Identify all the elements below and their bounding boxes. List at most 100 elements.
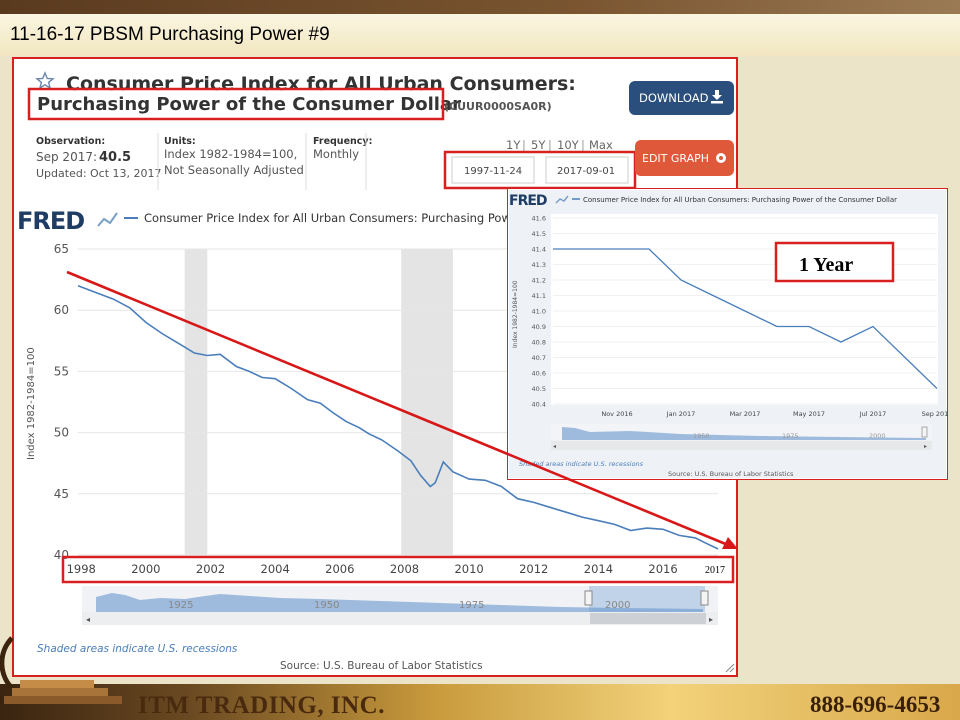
emblem-bar bbox=[20, 680, 94, 688]
series-id: (CUUR0000SA0R) bbox=[444, 100, 552, 113]
one-year-callout-box bbox=[774, 241, 895, 283]
download-icon bbox=[711, 90, 723, 104]
y-tick-label: 55 bbox=[54, 364, 69, 378]
x-tick-label: 2014 bbox=[584, 562, 613, 576]
range-separator: | bbox=[548, 138, 552, 152]
range-link-max[interactable]: Max bbox=[589, 138, 613, 152]
phone-number: 888-696-4653 bbox=[810, 692, 941, 717]
resize-grip-icon[interactable] bbox=[725, 663, 735, 673]
inset-navigator-handle[interactable] bbox=[921, 426, 928, 438]
inset-x-tick-label: Sep 2017 bbox=[922, 410, 948, 418]
inset-scroll-right-icon[interactable]: ▸ bbox=[924, 443, 927, 450]
inset-legend-label: Consumer Price Index for All Urban Consu… bbox=[583, 196, 897, 204]
inset-y-tick-label: 41.4 bbox=[532, 246, 546, 254]
navigator-handle-right[interactable] bbox=[700, 590, 709, 606]
fred-logo: FRED bbox=[17, 207, 84, 235]
y-axis-ticks: 40 45 50 55 60 65 bbox=[54, 242, 69, 562]
navigator-label: 2000 bbox=[605, 600, 630, 611]
scroll-left-icon[interactable]: ◂ bbox=[86, 615, 90, 624]
inset-navigator-label: 1975 bbox=[782, 432, 799, 440]
title-highlight-box bbox=[27, 87, 445, 121]
edit-graph-button[interactable] bbox=[635, 140, 734, 176]
inset-y-tick-label: 40.4 bbox=[532, 401, 546, 409]
x-tick-label: 2002 bbox=[196, 562, 225, 576]
inset-series-line bbox=[553, 248, 938, 389]
updated-date: Updated: Oct 13, 2017 bbox=[36, 167, 162, 180]
inset-y-tick-label: 40.8 bbox=[532, 339, 546, 347]
date-end-value: 2017-09-01 bbox=[557, 166, 615, 177]
inset-x-tick-label: Mar 2017 bbox=[730, 410, 761, 418]
inset-scroll-left-icon[interactable]: ◂ bbox=[553, 443, 556, 450]
inset-navigator-scrollbar[interactable] bbox=[551, 441, 932, 450]
range-link-10y[interactable]: 10Y bbox=[557, 138, 580, 152]
frequency-label: Frequency: bbox=[313, 136, 372, 147]
navigator-label: 1950 bbox=[314, 600, 339, 611]
inset-y-tick-label: 40.9 bbox=[532, 323, 546, 331]
one-year-callout: 1 Year bbox=[799, 254, 853, 276]
gear-icon bbox=[716, 153, 726, 163]
inset-x-tick-label: Jan 2017 bbox=[666, 410, 696, 418]
year-annotation: 2017 bbox=[705, 565, 725, 576]
download-label: DOWNLOAD bbox=[639, 91, 709, 105]
x-tick-label: 2008 bbox=[390, 562, 419, 576]
inset-svg: FRED Consumer Price Index for All Urban … bbox=[509, 190, 948, 478]
scroll-right-icon[interactable]: ▸ bbox=[709, 615, 713, 624]
inset-x-tick-label: May 2017 bbox=[793, 410, 825, 418]
range-link-5y[interactable]: 5Y bbox=[531, 138, 546, 152]
range-navigator[interactable]: 1925 1950 1975 2000 ◂ ▸ bbox=[82, 586, 718, 625]
inset-navigator-label: 1950 bbox=[693, 432, 710, 440]
navigator-handle-left[interactable] bbox=[584, 590, 593, 606]
x-tick-label: 2004 bbox=[261, 562, 290, 576]
recession-band bbox=[401, 249, 453, 555]
x-tick-label: 2012 bbox=[519, 562, 548, 576]
inset-y-tick-label: 41.2 bbox=[532, 277, 546, 285]
inset-x-tick-label: Jul 2017 bbox=[859, 410, 886, 418]
bottom-band bbox=[0, 684, 960, 720]
inset-x-tick-label: Nov 2016 bbox=[601, 410, 632, 418]
range-links: 1Y | 5Y | 10Y | Max bbox=[506, 138, 613, 152]
recession-band bbox=[184, 249, 208, 555]
emblem-bar bbox=[12, 688, 108, 696]
navigator-label: 1925 bbox=[168, 600, 193, 611]
y-axis-label: Index 1982-1984=100 bbox=[26, 347, 37, 460]
inset-y-tick-label: 41.0 bbox=[532, 308, 546, 316]
x-tick-label: 2000 bbox=[131, 562, 160, 576]
inset-fred-logo: FRED bbox=[509, 193, 547, 209]
units-label: Units: bbox=[164, 136, 196, 147]
date-end-input[interactable] bbox=[545, 156, 629, 184]
range-link-1y[interactable]: 1Y bbox=[506, 138, 521, 152]
inset-y-tick-label: 41.6 bbox=[532, 215, 546, 223]
edit-graph-label: EDIT GRAPH bbox=[642, 152, 709, 165]
fred-header: Consumer Price Index for All Urban Consu… bbox=[27, 71, 734, 121]
download-button[interactable] bbox=[629, 81, 734, 115]
title-bar bbox=[0, 14, 960, 56]
inset-y-tick-label: 40.6 bbox=[532, 370, 546, 378]
star-icon[interactable] bbox=[35, 71, 55, 90]
fred-title-line2: Purchasing Power of the Consumer Dollar bbox=[37, 94, 461, 115]
range-separator: | bbox=[581, 138, 585, 152]
navigator-selection[interactable] bbox=[589, 586, 705, 612]
fred-logo-graph-icon bbox=[97, 212, 118, 227]
inset-source-note: Source: U.S. Bureau of Labor Statistics bbox=[668, 470, 794, 478]
units-line2: Not Seasonally Adjusted bbox=[164, 163, 304, 177]
inset-y-tick-label: 41.3 bbox=[532, 261, 546, 269]
date-start-value: 1997-11-24 bbox=[464, 166, 522, 177]
inset-navigator-label: 2000 bbox=[869, 432, 886, 440]
x-axis-highlight-box bbox=[61, 555, 735, 584]
slide-title: 11-16-17 PBSM Purchasing Power #9 bbox=[10, 24, 330, 45]
navigator-scrollbar[interactable] bbox=[82, 612, 718, 625]
navigator-scrollbar-thumb[interactable] bbox=[590, 613, 706, 624]
observation-label: Observation: bbox=[36, 136, 105, 147]
company-emblem bbox=[0, 636, 122, 704]
navigator-label: 1975 bbox=[459, 600, 484, 611]
inset-y-tick-label: 40.5 bbox=[532, 385, 546, 393]
y-tick-label: 65 bbox=[54, 242, 69, 256]
x-tick-label: 2006 bbox=[325, 562, 354, 576]
date-start-input[interactable] bbox=[451, 156, 535, 184]
inset-y-tick-label: 41.5 bbox=[532, 230, 546, 238]
inset-fred-logo-graph-icon bbox=[555, 195, 569, 204]
units-line1: Index 1982-1984=100, bbox=[164, 147, 297, 161]
legend-label: Consumer Price Index for All Urban Consu… bbox=[144, 211, 523, 225]
observation-date: Sep 2017: bbox=[36, 150, 97, 164]
inset-navigator[interactable]: 1950 1975 2000 ◂ ▸ bbox=[551, 424, 932, 450]
